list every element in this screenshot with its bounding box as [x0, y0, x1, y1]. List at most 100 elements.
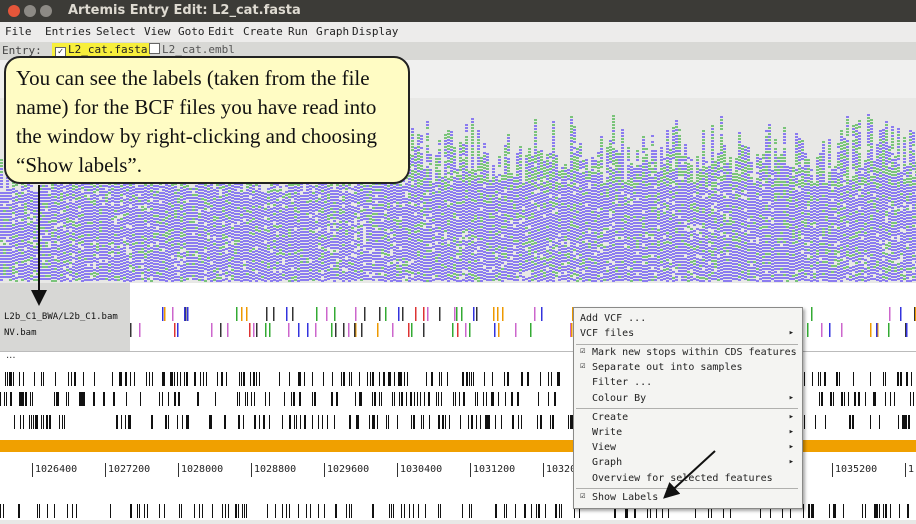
read-mark: [336, 190, 339, 192]
minimize-icon[interactable]: [24, 5, 36, 17]
read-mark: [108, 231, 111, 233]
menu-graph[interactable]: Graph: [316, 25, 350, 38]
read-mark: [141, 230, 144, 232]
read-mark: [171, 214, 174, 216]
read-mark: [366, 236, 369, 238]
read-mark: [303, 237, 306, 239]
read-mark: [153, 242, 156, 244]
read-mark: [294, 255, 297, 257]
read-mark: [393, 279, 396, 281]
read-mark: [207, 221, 210, 223]
read-mark: [390, 202, 393, 204]
read-mark: [84, 258, 87, 260]
read-mark: [90, 246, 93, 248]
read-mark: [108, 216, 111, 218]
read-mark: [66, 242, 69, 244]
read-mark: [36, 273, 39, 275]
menu-display[interactable]: Display: [352, 25, 399, 38]
read-mark: [102, 278, 105, 280]
read-mark: [342, 265, 345, 267]
read-mark: [246, 210, 249, 212]
read-mark: [144, 253, 147, 255]
read-mark: [345, 254, 348, 256]
menu-view[interactable]: View: [144, 25, 171, 38]
read-mark: [300, 183, 303, 185]
read-mark: [216, 232, 219, 234]
read-mark: [249, 211, 252, 213]
read-mark: [195, 269, 198, 271]
read-mark: [75, 216, 78, 218]
read-mark: [318, 276, 321, 278]
read-mark: [393, 219, 396, 221]
menu-run[interactable]: Run: [288, 25, 308, 38]
read-mark: [6, 192, 9, 194]
read-mark: [318, 186, 321, 188]
menu-file[interactable]: File: [5, 25, 32, 38]
read-mark: [60, 265, 63, 267]
read-mark: [387, 209, 390, 211]
read-mark: [0, 183, 3, 185]
read-mark: [228, 259, 231, 261]
read-mark: [348, 235, 351, 237]
read-mark: [258, 185, 261, 187]
menu-goto[interactable]: Goto: [178, 25, 205, 38]
read-mark: [273, 192, 276, 194]
read-mark: [384, 226, 387, 228]
maximize-icon[interactable]: [40, 5, 52, 17]
read-mark: [195, 230, 198, 232]
read-mark: [210, 241, 213, 243]
read-mark: [210, 280, 213, 282]
close-icon[interactable]: [8, 5, 20, 17]
read-mark: [393, 189, 396, 191]
read-mark: [108, 252, 111, 254]
read-mark: [42, 254, 45, 256]
read-mark: [381, 243, 384, 245]
checkbox-unchecked-icon[interactable]: [149, 43, 160, 54]
read-mark: [303, 225, 306, 227]
read-mark: [24, 242, 27, 244]
read-mark: [150, 208, 153, 210]
read-mark: [324, 273, 327, 275]
read-mark: [117, 228, 120, 230]
menu-edit[interactable]: Edit: [208, 25, 235, 38]
read-mark: [165, 199, 168, 201]
read-mark: [63, 270, 66, 272]
read-mark: [315, 272, 318, 274]
read-mark: [189, 197, 192, 199]
entry-toggle-embl[interactable]: L2_cat.embl: [146, 43, 238, 58]
read-mark: [237, 264, 240, 266]
read-mark: [264, 193, 267, 195]
read-mark: [126, 216, 129, 218]
read-mark: [216, 223, 219, 225]
read-mark: [303, 267, 306, 269]
menu-create[interactable]: Create: [243, 25, 283, 38]
read-mark: [225, 239, 228, 241]
read-mark: [189, 191, 192, 193]
read-mark: [363, 257, 366, 259]
bam-read-view[interactable]: [0, 98, 916, 283]
read-mark: [195, 272, 198, 274]
menu-entries[interactable]: Entries: [45, 25, 92, 38]
menu-select[interactable]: Select: [96, 25, 136, 38]
read-mark: [267, 224, 270, 226]
entry-toggle-fasta[interactable]: ✓ L2_cat.fasta: [52, 43, 151, 58]
read-mark: [171, 259, 174, 261]
read-mark: [159, 234, 162, 236]
read-mark: [78, 278, 81, 280]
read-mark: [381, 186, 384, 188]
read-mark: [192, 188, 195, 190]
read-mark: [303, 210, 306, 212]
read-mark: [219, 187, 222, 189]
read-mark: [180, 241, 183, 243]
read-mark: [354, 213, 357, 215]
read-mark: [243, 210, 246, 212]
read-mark: [396, 196, 399, 198]
read-mark: [129, 256, 132, 258]
read-mark: [141, 278, 144, 280]
read-mark: [351, 233, 354, 235]
read-mark: [246, 201, 249, 203]
read-mark: [129, 262, 132, 264]
read-mark: [294, 192, 297, 194]
read-mark: [90, 234, 93, 236]
read-mark: [39, 197, 42, 199]
